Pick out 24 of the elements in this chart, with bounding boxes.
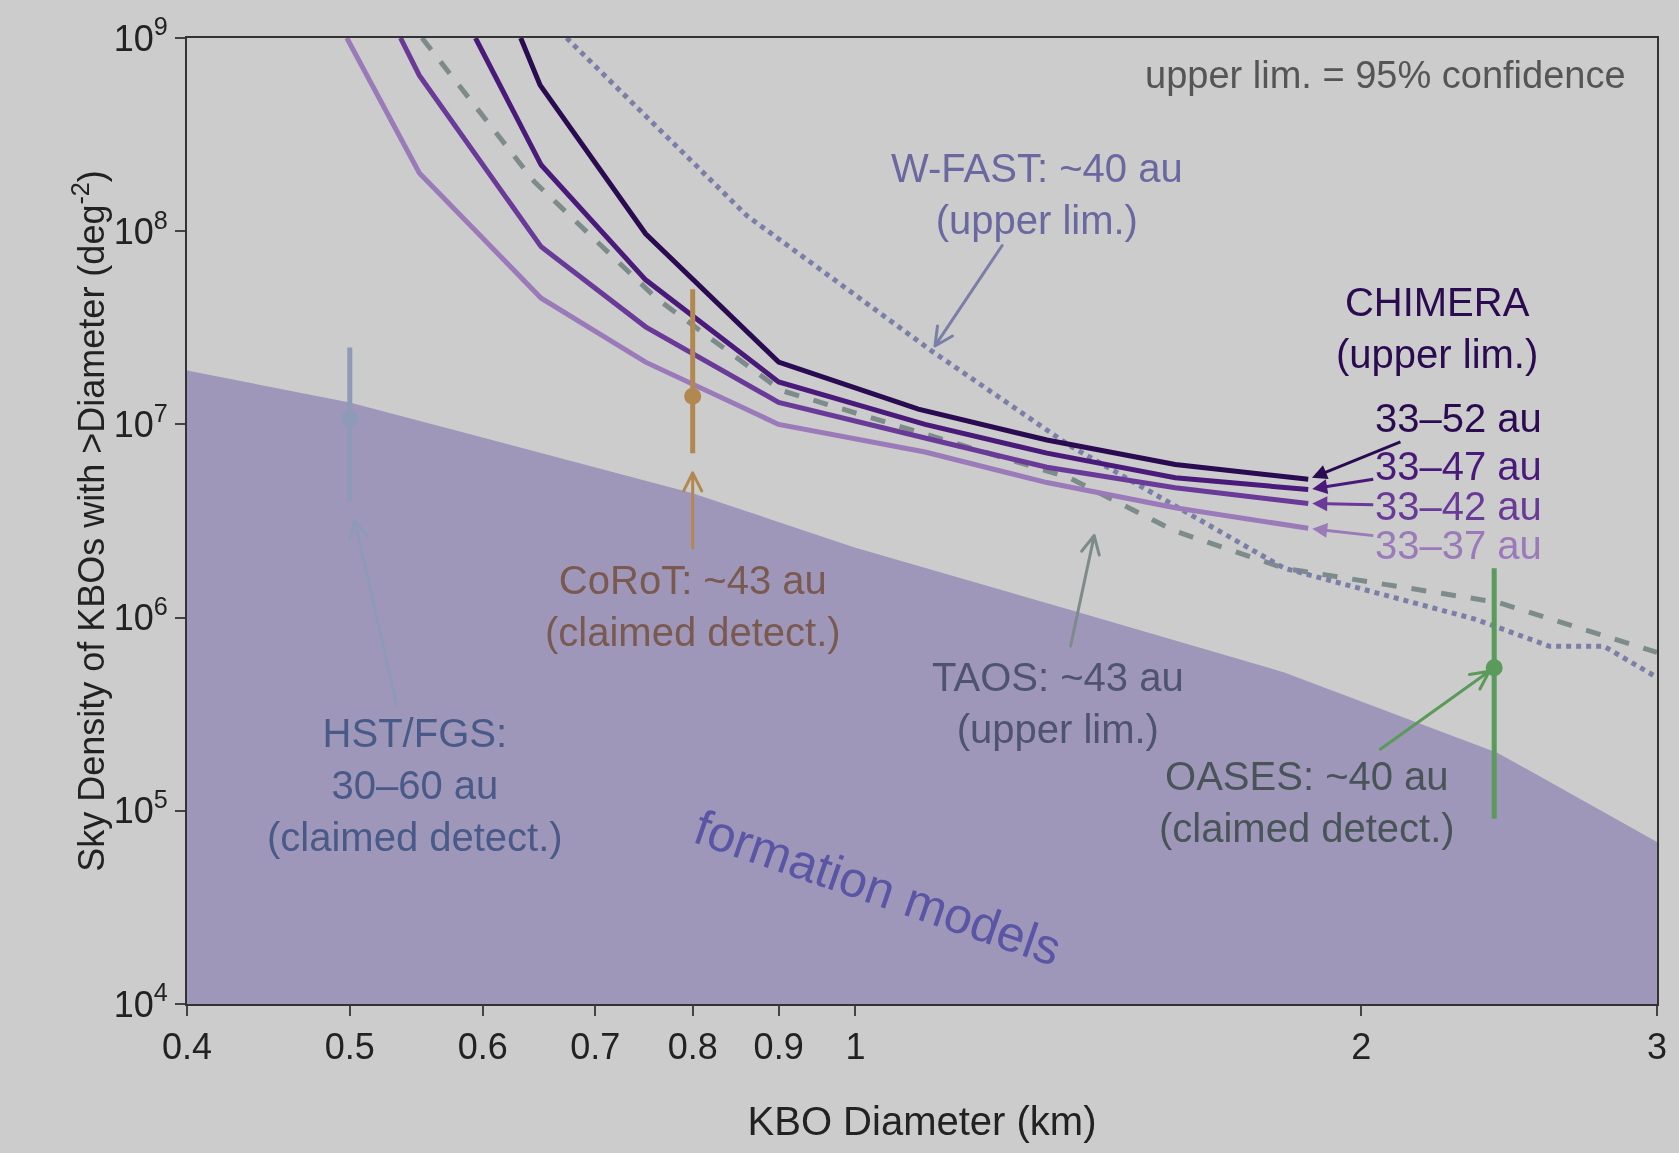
y-tick-label: 10$^{7}$ (113, 398, 168, 445)
annotation: CHIMERA (upper lim.) (1336, 280, 1539, 376)
x-axis-title: KBO Diameter (km) (747, 1099, 1097, 1143)
annotation: TAOS: ~43 au (upper lim.) (932, 655, 1184, 751)
annotation: upper lim. = 95% confidence (1145, 54, 1626, 96)
series-label: 33–52 au (1375, 396, 1542, 440)
x-tick-label: 0.9 (753, 1026, 804, 1068)
y-tick-label: 10$^{9}$ (113, 12, 168, 59)
annotation: CoRoT: ~43 au (claimed detect.) (545, 558, 841, 654)
annotation: HST/FGS: 30–60 au (claimed detect.) (267, 711, 563, 859)
y-tick-label: 10$^{5}$ (113, 785, 168, 832)
x-tick-label: 0.4 (161, 1026, 213, 1068)
x-tick-label: 0.7 (570, 1026, 621, 1068)
annotation: W-FAST: ~40 au (upper lim.) (891, 146, 1183, 242)
x-tick-label: 1 (845, 1026, 866, 1068)
annotation: OASES: ~40 au (claimed detect.) (1159, 754, 1455, 850)
y-tick-label: 10$^{6}$ (113, 592, 168, 639)
x-tick-label: 0.8 (667, 1026, 718, 1068)
x-tick-label: 2 (1351, 1026, 1372, 1068)
y-tick-label: 10$^{8}$ (113, 205, 168, 252)
x-tick-label: 0.6 (457, 1026, 508, 1068)
y-tick-label: 10$^{4}$ (113, 978, 168, 1025)
x-tick-label: 3 (1646, 1026, 1668, 1068)
x-tick-label: 0.5 (324, 1026, 375, 1068)
